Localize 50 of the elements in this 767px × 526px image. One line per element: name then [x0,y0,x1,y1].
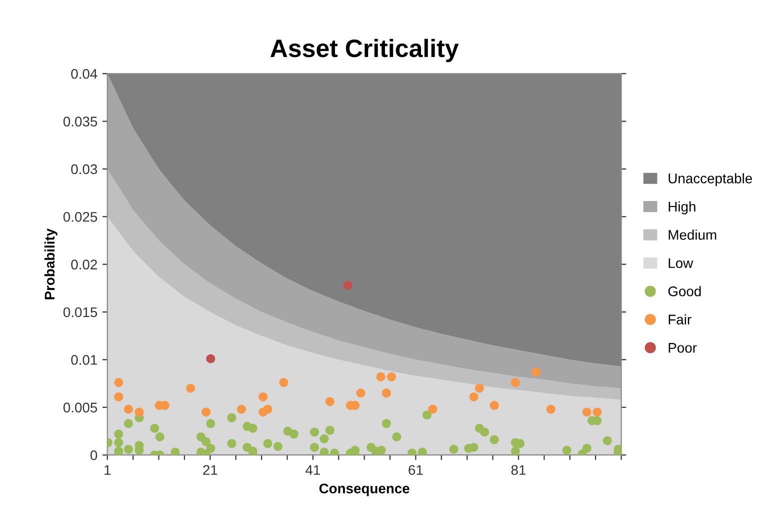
legend-label: Poor [668,343,697,353]
legend-label: Good [668,286,701,296]
point [490,400,499,410]
legend-label: Fair [668,314,692,324]
chart-title: Asset Criticality [270,38,459,62]
point [546,404,556,414]
y-tick-label: 0 [90,450,98,460]
point [134,408,144,417]
point [376,372,386,382]
point [387,372,396,382]
y-tick-label: 0.03 [71,164,98,174]
point [202,408,211,417]
point [114,378,124,388]
y-tick-label: 0.005 [63,402,98,412]
point [428,404,438,414]
point [124,404,133,414]
x-tick-label: 21 [203,465,218,475]
y-tick-label: 0.04 [71,68,98,79]
point [237,404,246,414]
y-axis-title: Probability [44,228,58,300]
y-tick-label: 0.01 [71,354,97,365]
x-tick-label: 41 [306,465,320,475]
point [343,280,352,290]
point [356,388,366,398]
y-tick-label: 0.02 [71,260,97,270]
point [114,392,124,402]
point [206,354,216,364]
point [469,392,478,402]
point [263,404,272,414]
y-tick-label: 0.015 [63,307,98,318]
point [474,384,484,393]
point [325,397,334,406]
x-tick-label: 1 [104,465,111,475]
point [531,368,540,377]
x-tick-label: 61 [408,465,423,475]
legend-label: Unacceptable [668,173,752,186]
point [592,408,602,417]
legend-label: Medium [668,230,716,240]
legend-label: Low [668,258,694,268]
point [582,408,592,417]
point [186,384,196,393]
y-tick-label: 0.025 [63,212,98,222]
legend-label: High [668,201,696,214]
point [258,392,268,402]
point [510,378,520,388]
y-tick-label: 0.035 [63,116,98,126]
point [279,378,288,388]
x-tick-label: 81 [511,465,526,475]
x-axis-title: Consequence [319,484,410,496]
point [382,388,391,398]
